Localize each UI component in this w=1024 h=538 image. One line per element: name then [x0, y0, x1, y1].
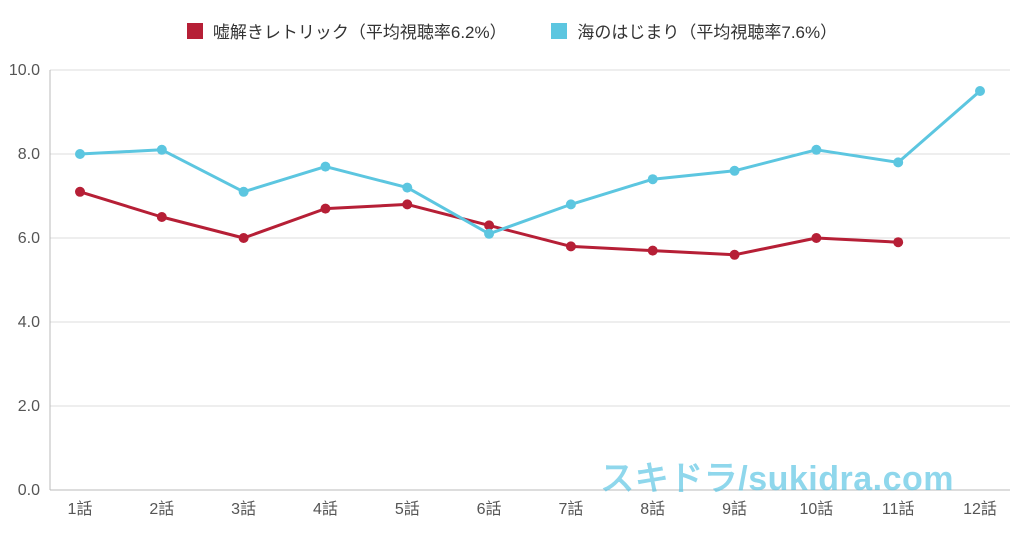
series-marker-series_a — [730, 250, 740, 260]
y-tick-label: 10.0 — [9, 62, 40, 79]
chart-svg: 0.0 2.0 4.0 6.0 8.0 10.0 1話 2話 3話 4話 5話 6話 7話 8話 9話 10話… — [0, 0, 1024, 538]
legend-swatch-b — [551, 23, 567, 39]
x-tick-label: 1話 — [68, 500, 93, 518]
series-marker-series_b — [402, 183, 412, 193]
x-tick-label: 10話 — [799, 500, 833, 518]
x-tick-label: 2話 — [149, 500, 174, 518]
series-marker-series_a — [648, 246, 658, 256]
series-marker-series_a — [402, 199, 412, 209]
x-tick-label: 6話 — [477, 500, 502, 518]
series-marker-series_b — [811, 145, 821, 155]
series-marker-series_a — [811, 233, 821, 243]
x-tick-label: 7話 — [558, 500, 583, 518]
y-tick-label: 4.0 — [18, 314, 40, 331]
x-tick-label: 5話 — [395, 500, 420, 518]
x-tick-label: 12話 — [963, 500, 997, 518]
series-line-series_b — [80, 91, 980, 234]
series-marker-series_a — [893, 237, 903, 247]
series-marker-series_b — [648, 174, 658, 184]
x-tick-label: 8話 — [640, 500, 665, 518]
legend-label-a: 嘘解きレトリック（平均視聴率6.2%） — [213, 18, 507, 43]
series-marker-series_b — [566, 199, 576, 209]
y-tick-label: 6.0 — [18, 230, 40, 247]
y-tick-label: 0.0 — [18, 482, 40, 499]
x-tick-label: 11話 — [882, 500, 915, 518]
legend-item-series-a: 嘘解きレトリック（平均視聴率6.2%） — [187, 18, 507, 43]
x-tick-label: 9話 — [722, 500, 747, 518]
series-marker-series_b — [730, 166, 740, 176]
series-marker-series_b — [320, 162, 330, 172]
x-tick-label: 4話 — [313, 500, 338, 518]
series-marker-series_a — [157, 212, 167, 222]
series-marker-series_a — [75, 187, 85, 197]
legend-swatch-a — [187, 23, 203, 39]
series-marker-series_a — [239, 233, 249, 243]
series-marker-series_b — [157, 145, 167, 155]
y-tick-label: 8.0 — [18, 146, 40, 163]
y-tick-label: 2.0 — [18, 398, 40, 415]
series-marker-series_b — [239, 187, 249, 197]
series-marker-series_b — [893, 157, 903, 167]
series-marker-series_a — [566, 241, 576, 251]
x-tick-label: 3話 — [231, 500, 256, 518]
series-marker-series_b — [975, 86, 985, 96]
legend: 嘘解きレトリック（平均視聴率6.2%） 海のはじまり（平均視聴率7.6%） — [0, 18, 1024, 44]
chart-container: 嘘解きレトリック（平均視聴率6.2%） 海のはじまり（平均視聴率7.6%） 0.… — [0, 0, 1024, 538]
series-marker-series_b — [484, 229, 494, 239]
legend-label-b: 海のはじまり（平均視聴率7.6%） — [577, 18, 837, 43]
legend-item-series-b: 海のはじまり（平均視聴率7.6%） — [551, 18, 837, 43]
series-marker-series_a — [320, 204, 330, 214]
series-marker-series_b — [75, 149, 85, 159]
